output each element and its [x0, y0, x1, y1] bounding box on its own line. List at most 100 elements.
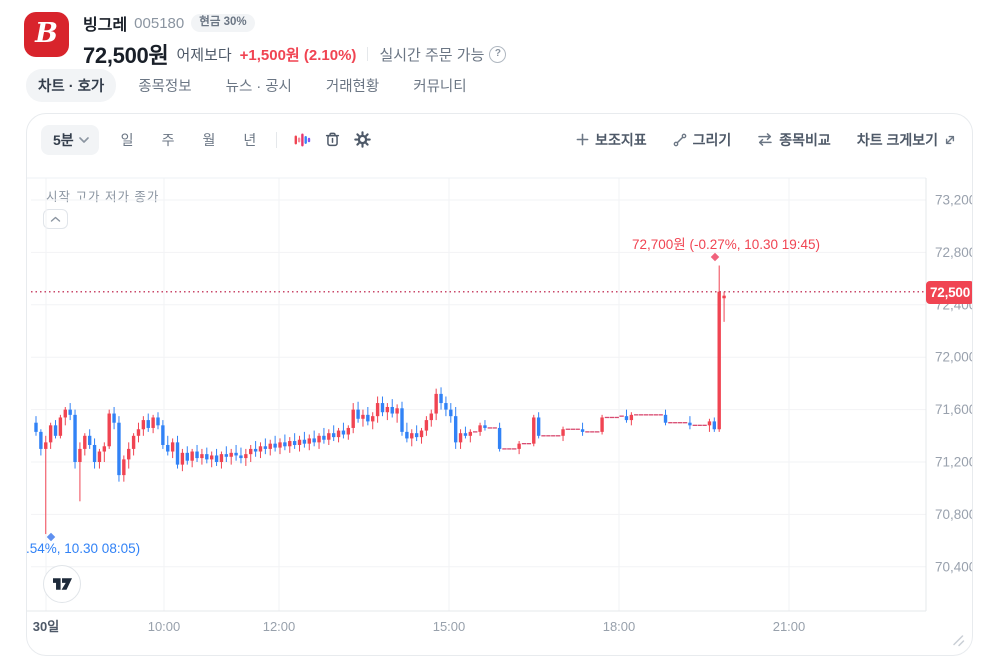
chart-toolbar: 5분 일 주 월 년: [41, 124, 956, 155]
candle-body: [561, 429, 565, 436]
legend-collapse-button[interactable]: [43, 209, 68, 229]
candle-body: [629, 414, 634, 421]
interval-dropdown[interactable]: 5분: [41, 124, 99, 155]
candle-body: [292, 441, 297, 445]
tab-stock-info[interactable]: 종목정보: [138, 79, 192, 95]
candle-body: [385, 406, 390, 413]
realtime-order-label: 실시간 주문 가능 ?: [379, 44, 507, 65]
chevron-up-icon: [50, 216, 61, 222]
candle-body: [327, 433, 331, 440]
candle-body: [166, 444, 170, 452]
expand-chart-button[interactable]: 차트 크게보기: [857, 130, 956, 150]
candle-body: [156, 417, 160, 426]
candle-body: [253, 448, 258, 452]
candle-body: [170, 442, 175, 452]
stock-code: 005180: [134, 14, 185, 32]
candle-body: [424, 420, 429, 431]
candle-body: [78, 448, 82, 463]
trash-icon: [325, 132, 339, 147]
tradingview-logo[interactable]: [43, 565, 81, 603]
candle-body: [663, 414, 668, 423]
candle-body: [351, 409, 355, 428]
candle-body: [48, 425, 53, 443]
candle-body: [44, 442, 48, 449]
candle-body: [34, 422, 38, 432]
help-icon[interactable]: ?: [489, 45, 507, 63]
candle-body: [336, 430, 341, 438]
period-month-button[interactable]: 월: [202, 131, 216, 148]
current-price: 72,500원: [83, 43, 169, 68]
candle-body: [688, 422, 692, 426]
candle-body: [53, 425, 58, 436]
candle-body: [263, 446, 268, 449]
candle-body: [249, 448, 253, 455]
candle-body: [468, 431, 473, 436]
candle-body: [580, 429, 585, 432]
candle-body: [497, 427, 502, 449]
candle-body: [600, 417, 604, 432]
logo-letter: B: [35, 18, 58, 49]
candle-body: [219, 454, 224, 463]
candle-body: [87, 435, 92, 445]
candle-body: [141, 420, 146, 430]
candle-body: [146, 420, 150, 428]
high-annotation: 72,700원 (-0.27%, 10.30 19:45): [632, 237, 821, 252]
divider: [276, 131, 278, 148]
candlestick-chart: 73,20072,80072,40072,00071,60071,20070,8…: [27, 177, 972, 634]
resize-handle[interactable]: [951, 633, 965, 647]
candle-body: [117, 422, 121, 476]
candle-body: [92, 444, 97, 463]
candle-body: [283, 442, 287, 447]
candle-body: [307, 438, 311, 444]
candle-body: [712, 421, 717, 430]
candle-body: [185, 452, 189, 461]
cash-badge: 현금 30%: [191, 14, 255, 32]
chart-style-button[interactable]: [287, 125, 317, 155]
candle-body: [63, 409, 67, 418]
candle-body: [200, 454, 204, 459]
candle-body: [341, 430, 346, 435]
candle-body: [268, 443, 272, 449]
candle-body: [361, 414, 365, 419]
candle-body: [239, 455, 243, 459]
candle-body: [244, 454, 248, 459]
tab-community[interactable]: 커뮤니티: [413, 79, 467, 95]
candle-body: [483, 425, 487, 428]
add-indicator-button[interactable]: 보조지표: [576, 130, 647, 150]
tradingview-mark-icon: [52, 578, 72, 590]
period-day-button[interactable]: 일: [120, 131, 134, 148]
candle-body: [83, 435, 87, 449]
draw-button[interactable]: 그리기: [673, 130, 731, 150]
stock-logo: B: [24, 12, 69, 57]
period-year-button[interactable]: 년: [243, 131, 257, 148]
compare-symbols-button[interactable]: 종목비교: [757, 130, 831, 150]
candle-body: [463, 433, 468, 436]
chart-settings-button[interactable]: [347, 125, 377, 155]
gear-icon: [353, 131, 371, 148]
candle-body: [717, 291, 721, 430]
candle-body: [58, 417, 63, 436]
candle-body: [151, 417, 155, 428]
tab-news-disclosure[interactable]: 뉴스 · 공시: [225, 79, 292, 95]
y-axis-label: 72,800: [935, 245, 972, 260]
tab-chart-quotes[interactable]: 차트 · 호가: [26, 69, 117, 102]
candle-body: [722, 295, 726, 299]
y-axis-label: 71,600: [935, 402, 972, 417]
candle-body: [380, 403, 385, 413]
candle-body: [39, 431, 43, 449]
period-week-button[interactable]: 주: [161, 131, 175, 148]
y-axis-label: 71,200: [935, 455, 972, 470]
candle-body: [375, 403, 380, 417]
candle-body: [161, 425, 165, 445]
compare-arrows-icon: [758, 133, 773, 146]
x-axis-label: 10:00: [148, 619, 181, 634]
expand-icon: [945, 135, 955, 144]
delete-drawings-button[interactable]: [317, 125, 347, 155]
stock-name: 빙그레: [83, 17, 128, 34]
tab-trading-status[interactable]: 거래현황: [325, 79, 380, 95]
price-change: +1,500원 (2.10%): [239, 46, 357, 64]
chevron-down-icon: [78, 136, 89, 143]
candle-body: [536, 417, 541, 436]
candle-body: [449, 409, 453, 417]
candle-body: [107, 413, 111, 447]
